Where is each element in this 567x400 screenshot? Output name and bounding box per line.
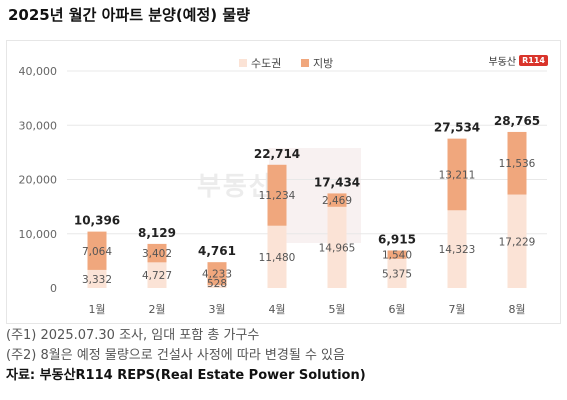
x-tick-label: 5월 xyxy=(328,303,345,316)
data-label-local: 2,469 xyxy=(322,195,352,207)
x-tick-label: 6월 xyxy=(388,303,405,316)
data-label-local: 4,233 xyxy=(202,269,232,281)
bar-local xyxy=(387,250,407,259)
y-tick-label: 20,000 xyxy=(19,174,58,187)
y-tick-label: 30,000 xyxy=(19,119,58,132)
x-tick-label: 2월 xyxy=(148,303,165,316)
bar-local xyxy=(147,243,167,263)
bar-local xyxy=(87,231,107,270)
x-tick-label: 7월 xyxy=(448,303,465,316)
x-tick-label: 1월 xyxy=(88,303,105,316)
bar-local xyxy=(447,138,467,211)
legend-label-local: 지방 xyxy=(313,57,333,70)
note-2: (주2) 8월은 예정 물량으로 건설사 사정에 따라 변경될 수 있음 xyxy=(6,348,345,363)
note-1: (주1) 2025.07.30 조사, 임대 포함 총 가구수 xyxy=(6,328,260,343)
data-label-local: 3,402 xyxy=(142,248,172,260)
data-label-total: 17,434 xyxy=(314,175,360,189)
data-label-capital: 11,480 xyxy=(259,252,296,264)
bar-capital xyxy=(387,258,407,288)
data-label-capital: 3,332 xyxy=(82,274,112,286)
data-label-local: 11,234 xyxy=(259,190,296,202)
data-label-total: 28,765 xyxy=(494,114,540,128)
legend-swatch-capital xyxy=(239,59,247,67)
brand-logo: 부동산 R114 xyxy=(489,53,548,68)
bar-capital xyxy=(507,194,527,288)
data-label-capital: 5,375 xyxy=(382,268,412,280)
data-label-capital: 4,727 xyxy=(142,270,172,282)
data-label-capital: 17,229 xyxy=(499,236,536,248)
bar-local xyxy=(207,262,227,286)
chart-area: 부동산 0 10,000 20,000 30,000 40,000 수도권 지방 3,332 7… xyxy=(6,40,561,324)
brand-name: 부동산 xyxy=(488,57,517,68)
bar-capital xyxy=(267,225,287,288)
data-label-capital: 14,323 xyxy=(439,244,476,256)
data-label-local: 13,211 xyxy=(439,169,476,181)
legend-swatch-local xyxy=(301,59,309,67)
brand-badge: R114 xyxy=(519,55,548,66)
source-line: 자료: 부동산R114 REPS(Real Estate Power Solut… xyxy=(6,368,366,383)
y-tick-label: 40,000 xyxy=(19,65,58,78)
y-tick-label: 10,000 xyxy=(19,228,58,241)
data-label-total: 8,129 xyxy=(138,226,176,240)
legend-label-capital: 수도권 xyxy=(251,57,281,70)
bar-capital xyxy=(87,269,107,288)
bar-chart: 0 10,000 20,000 30,000 40,000 수도권 지방 3,332 7,064… xyxy=(19,57,547,316)
data-label-total: 27,534 xyxy=(434,121,480,135)
x-tick-label: 3월 xyxy=(208,303,225,316)
watermark-text: 부동산 xyxy=(197,172,275,202)
bar-local xyxy=(267,164,287,226)
bar-capital xyxy=(147,262,167,288)
data-label-local: 11,536 xyxy=(499,158,536,170)
data-label-capital: 528 xyxy=(207,278,227,290)
x-tick-label: 8월 xyxy=(508,303,525,316)
bar-capital xyxy=(327,206,347,288)
bar-local xyxy=(327,193,347,207)
bar-capital xyxy=(447,210,467,288)
bar-local xyxy=(507,131,527,195)
chart-notes: (주1) 2025.07.30 조사, 임대 포함 총 가구수 (주2) 8월은… xyxy=(6,326,559,386)
data-label-local: 1,540 xyxy=(382,250,412,262)
data-label-local: 7,064 xyxy=(82,246,112,258)
y-tick-label: 0 xyxy=(50,282,57,295)
data-label-total: 10,396 xyxy=(74,214,120,228)
data-label-capital: 14,965 xyxy=(319,242,356,254)
data-label-total: 6,915 xyxy=(378,232,416,246)
data-label-total: 4,761 xyxy=(198,244,236,258)
data-label-total: 22,714 xyxy=(254,147,300,161)
x-tick-label: 4월 xyxy=(268,303,285,316)
bar-capital xyxy=(207,285,227,288)
chart-title: 2025년 월간 아파트 분양(예정) 물량 xyxy=(8,6,250,24)
